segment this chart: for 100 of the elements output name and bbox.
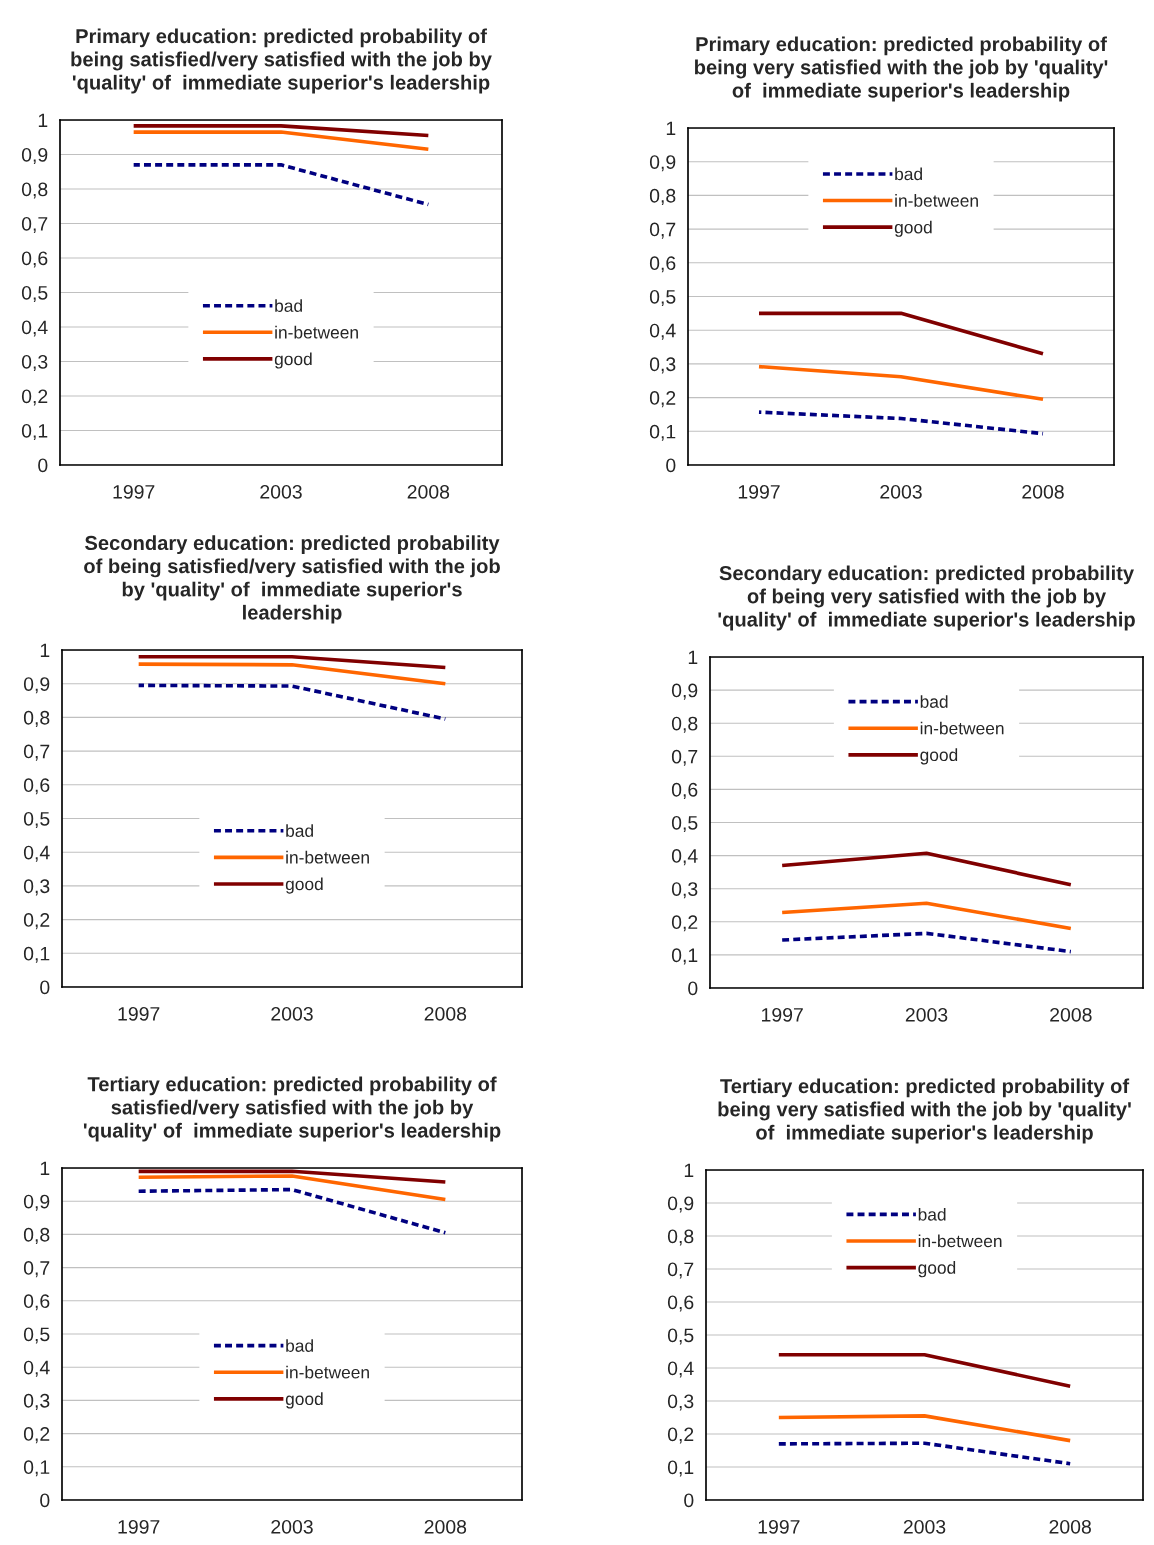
y-tick-label: 1 (40, 1161, 50, 1176)
y-tick-label: 0,6 (667, 1295, 694, 1312)
legend-label: bad (275, 299, 302, 312)
y-tick-label: 0,1 (667, 1460, 694, 1477)
x-tick-label: 2008 (424, 1519, 467, 1534)
y-tick-label: 0,5 (667, 1328, 694, 1345)
y-tick-label: 0,9 (23, 677, 50, 694)
y-tick-label: 0,4 (667, 1361, 694, 1378)
y-tick-label: 0,7 (667, 1262, 694, 1279)
x-tick-label: 1997 (118, 1519, 160, 1534)
x-tick-label: 2008 (424, 1006, 467, 1021)
legend-label: good (894, 220, 932, 237)
x-tick-label: 2003 (260, 484, 302, 499)
legend-label: good (285, 1392, 323, 1409)
x-tick-label: 2003 (903, 1519, 946, 1534)
y-tick-label: 0,2 (23, 913, 50, 930)
legend-label: in-between (918, 1234, 1002, 1248)
y-tick-label: 0,8 (671, 716, 698, 733)
y-tick-label: 0 (38, 458, 48, 473)
legend-label: bad (286, 824, 313, 837)
chart-title: Secondary education: predicted probability of being satisfied/very satisfied with the job by 'quality' of immediate superior's leadership (84, 535, 500, 624)
y-tick-label: 0,9 (667, 1196, 694, 1213)
legend-label: in-between (920, 721, 1004, 735)
legend-label: good (285, 877, 323, 894)
legend-label: in-between (275, 325, 358, 339)
x-tick-label: 1997 (113, 484, 155, 499)
x-tick-label: 1997 (118, 1006, 160, 1021)
y-tick-label: 0,3 (23, 1393, 50, 1410)
y-tick-label: 0,7 (23, 1261, 50, 1278)
y-tick-label: 0,4 (671, 849, 698, 866)
y-tick-label: 0,6 (649, 256, 676, 273)
y-tick-label: 0,3 (23, 879, 50, 896)
y-tick-label: 0,8 (649, 188, 676, 205)
x-tick-label: 1997 (738, 484, 780, 499)
y-tick-label: 0,2 (21, 389, 48, 406)
y-tick-label: 0,6 (21, 251, 48, 268)
y-tick-label: 0,5 (671, 815, 698, 833)
y-tick-label: 0,8 (23, 710, 50, 727)
chart-title: Tertiary education: predicted probability of satisfied/very satisfied with the job by 'quality' of immediate superior's leadership (83, 1076, 501, 1142)
x-tick-label: 2003 (271, 1006, 313, 1021)
y-tick-label: 0,1 (23, 946, 50, 963)
y-tick-label: 0,6 (23, 778, 50, 795)
y-tick-label: 0,9 (649, 155, 676, 172)
y-tick-label: 0,6 (671, 782, 698, 799)
y-tick-label: 1 (38, 113, 48, 128)
y-tick-label: 1 (666, 121, 676, 136)
y-tick-label: 0,4 (649, 323, 676, 340)
y-tick-label: 0,2 (23, 1427, 50, 1444)
x-tick-label: 2008 (1022, 484, 1064, 499)
y-tick-label: 0,3 (21, 354, 48, 372)
y-tick-label: 1 (684, 1163, 694, 1178)
y-tick-label: 0,9 (21, 147, 48, 165)
y-tick-label: 0,2 (667, 1427, 694, 1444)
y-tick-label: 0,3 (667, 1394, 694, 1411)
x-tick-label: 2003 (271, 1519, 313, 1534)
y-tick-label: 0,4 (23, 1360, 50, 1377)
legend-label: good (918, 1261, 956, 1278)
y-tick-label: 0,1 (21, 423, 48, 441)
x-tick-label: 2008 (407, 484, 450, 499)
y-tick-label: 0,9 (23, 1194, 50, 1211)
y-tick-label: 0,7 (21, 216, 48, 234)
chart-title: Primary education: predicted probability of being very satisfied with the job by 'quality' of immediate superior's leadership (695, 36, 1108, 102)
y-tick-label: 0,7 (23, 744, 50, 761)
y-tick-label: 0,5 (649, 289, 676, 307)
y-tick-label: 0,3 (671, 882, 698, 899)
x-tick-label: 2008 (1049, 1519, 1091, 1534)
y-tick-label: 0,5 (23, 1327, 50, 1344)
chart-title: Primary education: predicted probability of being satisfied/very satisfied with the job by 'quality' of immediate superior's leadership (71, 28, 492, 94)
y-tick-label: 1 (40, 643, 50, 658)
y-tick-label: 0,1 (23, 1460, 50, 1477)
x-tick-label: 2003 (880, 484, 922, 499)
y-tick-label: 0,1 (671, 948, 698, 965)
legend-label: in-between (286, 850, 369, 864)
y-tick-label: 1 (688, 650, 698, 665)
legend-label: bad (918, 1207, 946, 1221)
y-tick-label: 0,4 (21, 320, 48, 337)
x-tick-label: 1997 (762, 1007, 803, 1022)
x-tick-label: 2008 (1050, 1007, 1092, 1022)
chart-title: Secondary education: predicted probability of being very satisfied with the job by 'quality' of immediate superior's leadership (718, 565, 1135, 631)
x-tick-label: 1997 (758, 1519, 800, 1534)
y-tick-label: 0,2 (649, 391, 676, 408)
legend-label: good (274, 352, 312, 369)
y-tick-label: 0 (666, 458, 676, 473)
y-tick-label: 0 (688, 981, 698, 996)
y-tick-label: 0,7 (671, 749, 698, 766)
y-tick-label: 0 (40, 1493, 50, 1508)
y-tick-label: 0,5 (23, 811, 50, 829)
legend-label: bad (920, 695, 948, 708)
legend-label: bad (286, 1339, 313, 1352)
y-tick-label: 0,4 (23, 845, 50, 862)
y-tick-label: 0,5 (21, 285, 48, 303)
x-tick-label: 2003 (905, 1007, 948, 1022)
y-tick-label: 0,8 (21, 182, 48, 199)
legend-label: good (920, 748, 958, 765)
y-tick-label: 0 (40, 980, 50, 995)
y-tick-label: 0,1 (649, 424, 676, 441)
legend-label: in-between (895, 194, 978, 207)
y-tick-label: 0,8 (667, 1229, 694, 1246)
y-tick-label: 0,7 (649, 222, 676, 239)
y-tick-label: 0,8 (23, 1227, 50, 1244)
